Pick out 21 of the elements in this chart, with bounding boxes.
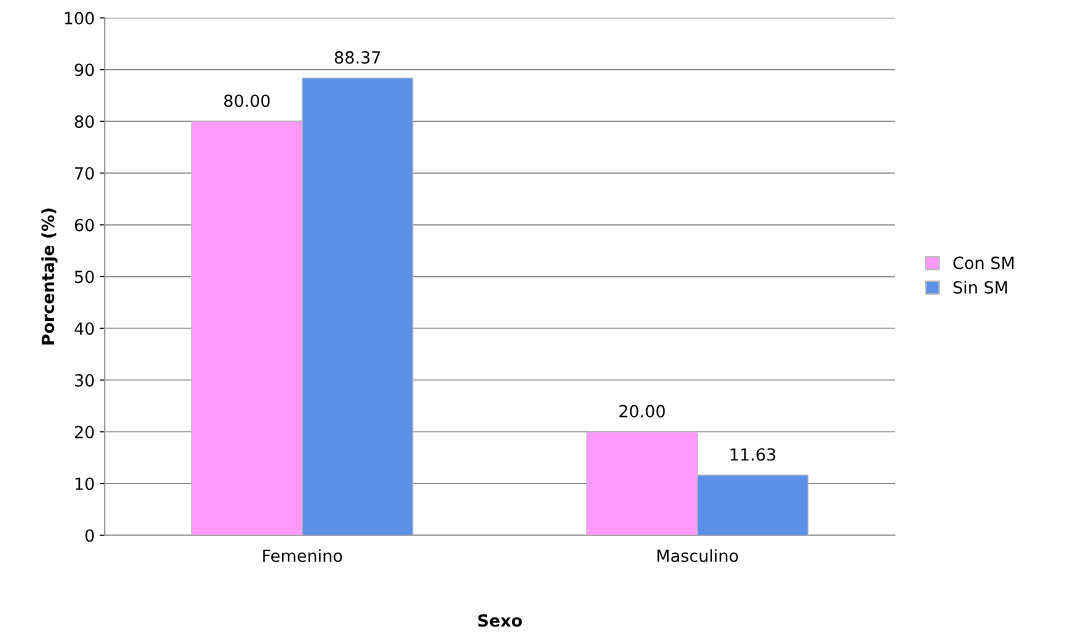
y-tick-label: 50 (75, 270, 94, 284)
y-tick-label: 20 (74, 425, 94, 439)
y-tick-label: 90 (74, 63, 94, 77)
y-axis-title: Porcentaje (%) (41, 208, 58, 345)
y-tick-label: 80 (74, 115, 94, 128)
y-tick-label: 30 (75, 374, 94, 387)
legend-label: Sin SM (953, 280, 1007, 294)
data-label: 20.00 (619, 404, 665, 418)
data-label: 88.37 (334, 51, 380, 64)
y-tick-label: 70 (75, 167, 94, 180)
x-tick-label: Femenino (263, 549, 343, 563)
y-tick-label: 100 (64, 11, 94, 25)
data-label: 80.00 (224, 94, 270, 108)
x-axis-title: Sexo (478, 614, 522, 627)
legend-label: Con SM (953, 256, 1014, 270)
y-tick-label: 10 (75, 477, 94, 491)
y-tick-label: 60 (74, 218, 94, 232)
y-tick-label: 40 (74, 322, 94, 335)
y-tick-label: 0 (85, 529, 94, 542)
x-tick-label: Masculino (657, 549, 739, 563)
data-label: 11.63 (730, 448, 776, 461)
